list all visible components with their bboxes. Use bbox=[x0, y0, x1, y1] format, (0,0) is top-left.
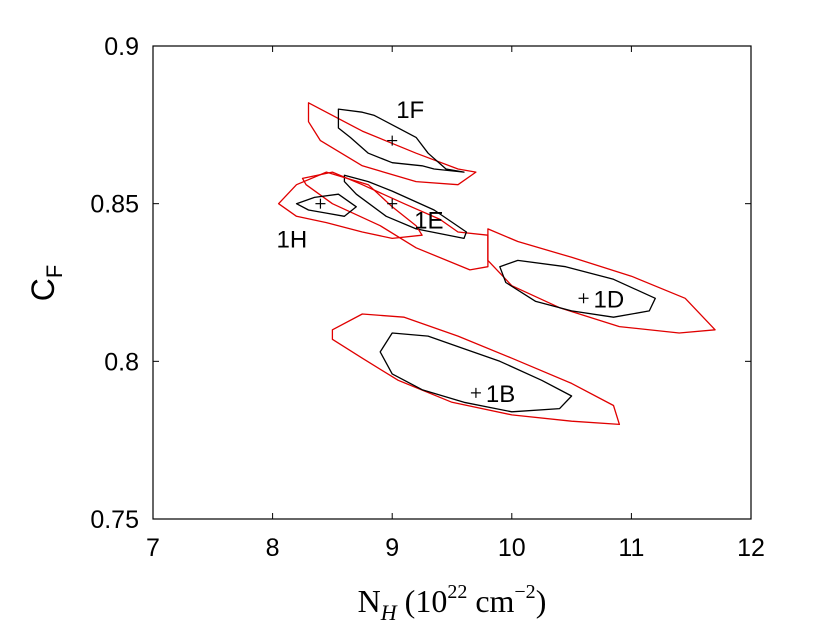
y-tick-label: 0.8 bbox=[104, 348, 139, 376]
axes-layer bbox=[152, 45, 752, 520]
y-tick-label: 0.9 bbox=[104, 33, 139, 61]
x-tick-label: 9 bbox=[385, 534, 399, 562]
contour-1B-outer bbox=[331, 313, 621, 426]
marker-layer: 1F 1E 1H 1D 1B bbox=[277, 97, 625, 408]
svg-text:CF: CF bbox=[25, 265, 67, 302]
x-tick-label: 11 bbox=[618, 534, 644, 562]
point-label-1h: 1H bbox=[277, 226, 308, 253]
contour-1F-outer bbox=[307, 102, 477, 186]
contour-1F-inner bbox=[337, 108, 465, 173]
contour-1B-inner bbox=[379, 332, 573, 413]
contour-layer bbox=[277, 102, 716, 426]
y-tick-label: 0.85 bbox=[90, 191, 139, 219]
contour-1E-outer bbox=[301, 171, 489, 271]
point-1d: 1D bbox=[578, 286, 625, 313]
contour-1H-outer bbox=[277, 171, 423, 240]
x-axis-label: NH (1022 cm−2) bbox=[358, 581, 547, 623]
x-tick-label: 10 bbox=[498, 534, 526, 562]
point-1e: 1E bbox=[387, 198, 443, 234]
contour-1D-inner bbox=[499, 259, 656, 318]
y-axis-label: CF bbox=[25, 265, 67, 302]
tick-label-layer: 7 8 9 10 11 12 0.75 0.8 0.85 0.9 bbox=[90, 33, 765, 562]
plot-frame bbox=[152, 45, 752, 520]
x-tick-label: 8 bbox=[266, 534, 280, 562]
y-tick-label: 0.75 bbox=[90, 506, 139, 534]
point-label-1e: 1E bbox=[414, 207, 443, 234]
point-1h: 1H bbox=[277, 198, 326, 253]
point-label-1b: 1B bbox=[486, 381, 515, 408]
point-1f: 1F bbox=[387, 97, 424, 146]
x-tick-label: 12 bbox=[737, 534, 765, 562]
contour-1H-inner bbox=[295, 193, 357, 217]
x-tick-label: 7 bbox=[146, 534, 160, 562]
point-1b: 1B bbox=[470, 381, 515, 408]
contour-1E-inner bbox=[343, 174, 468, 240]
contour-1D-outer bbox=[487, 228, 716, 334]
point-label-1f: 1F bbox=[396, 97, 424, 124]
point-label-1d: 1D bbox=[594, 286, 625, 313]
